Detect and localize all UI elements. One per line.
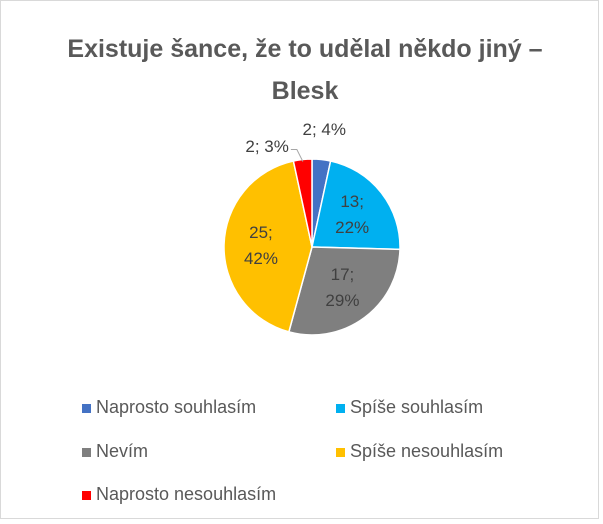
legend-swatch xyxy=(336,404,345,413)
leader-line xyxy=(290,148,304,162)
data-label: 2; 3% xyxy=(245,137,289,157)
data-label: 13; 22% xyxy=(335,192,370,238)
legend-label: Nevím xyxy=(96,440,149,461)
legend-label: Spíše souhlasím xyxy=(350,397,484,417)
legend-swatch xyxy=(82,404,91,413)
data-label: 17; 29% xyxy=(325,264,360,310)
pie-slice xyxy=(311,160,401,251)
pie-slice xyxy=(292,158,313,248)
legend-swatch xyxy=(82,491,91,500)
legend-label: Naprosto nesouhlasím xyxy=(96,484,277,504)
data-label: 2; 4% xyxy=(302,119,347,139)
legend-swatch xyxy=(336,447,345,457)
chart-title: Existuje šance, že to udělal někdo jiný … xyxy=(67,35,543,105)
data-label: 25; 42% xyxy=(243,222,278,268)
legend-swatch xyxy=(82,447,91,457)
legend-label: Naprosto souhlasím xyxy=(96,397,257,417)
pie-slice xyxy=(223,160,313,333)
legend-label: Spíše nesouhlasím xyxy=(350,440,504,461)
pie-slice xyxy=(287,246,401,336)
